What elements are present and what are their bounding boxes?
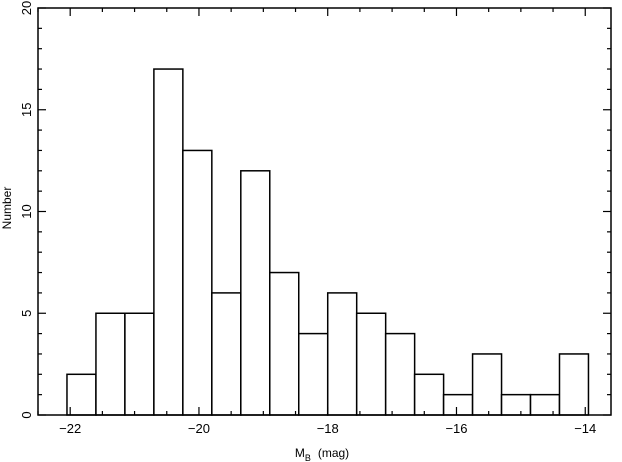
histogram-bar <box>211 292 242 416</box>
histogram-bar <box>529 393 561 416</box>
x-tick-label: −22 <box>59 421 81 436</box>
histogram-bar <box>355 312 387 416</box>
histogram-bar <box>66 373 97 416</box>
x-tick-labels: −22 −20 −18 −16 −14 <box>59 421 596 436</box>
histogram-bars <box>66 68 590 416</box>
x-axis-label: MB (mag) <box>295 446 349 462</box>
y-tick-label: 0 <box>19 411 34 418</box>
histogram-bar <box>240 170 271 416</box>
histogram-bar <box>384 332 416 416</box>
y-tick-labels: 0 5 10 15 20 <box>19 1 34 419</box>
x-tick-label: −18 <box>317 421 339 436</box>
histogram-bar <box>182 149 213 416</box>
histogram-bar <box>153 68 184 416</box>
y-tick-label: 20 <box>19 1 34 15</box>
x-axis-label-main: M <box>295 446 305 460</box>
x-tick-label: −20 <box>188 421 210 436</box>
x-tick-label: −16 <box>445 421 467 436</box>
histogram-bar <box>413 373 445 416</box>
x-axis-label-subscript: B <box>305 453 311 462</box>
histogram-bar <box>442 393 474 416</box>
histogram-bar <box>558 353 590 416</box>
histogram-bar <box>471 353 503 416</box>
x-tick-label: −14 <box>574 421 596 436</box>
histogram-bar <box>326 292 358 416</box>
histogram-bar <box>500 393 532 416</box>
y-axis-label: Number <box>0 187 14 230</box>
y-tick-label: 10 <box>19 204 34 218</box>
histogram-bar <box>269 271 300 416</box>
axis-ticks <box>37 7 611 416</box>
histogram-bar <box>297 332 329 416</box>
histogram-bar <box>95 312 126 416</box>
y-tick-label: 15 <box>19 103 34 117</box>
y-tick-label: 5 <box>19 310 34 317</box>
x-axis-label-unit: (mag) <box>318 446 349 460</box>
histogram-bar <box>124 312 155 416</box>
